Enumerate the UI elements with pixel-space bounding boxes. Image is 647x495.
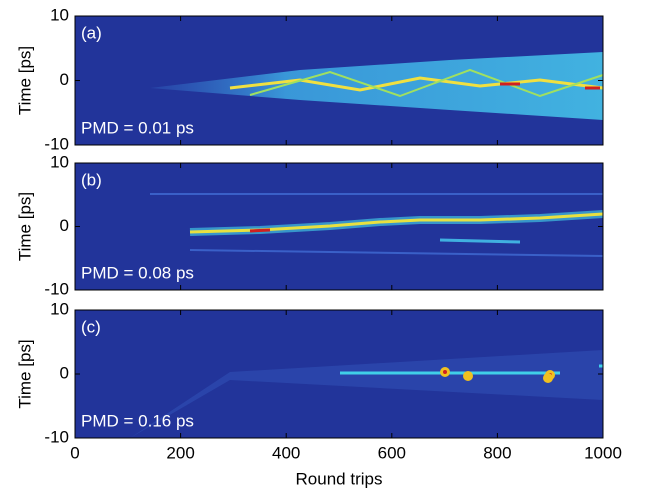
x-tick-label: 1000 xyxy=(584,443,622,462)
y-tick-label: 0 xyxy=(60,216,69,235)
heatmap-c xyxy=(75,310,603,438)
x-tick-label: 0 xyxy=(70,443,79,462)
y-axis-label: Time [ps] xyxy=(15,339,34,408)
x-tick-label: 200 xyxy=(166,443,194,462)
annotation: PMD = 0.01 ps xyxy=(81,118,194,137)
y-tick-label: 10 xyxy=(50,299,69,318)
y-tick-label: 0 xyxy=(60,70,69,89)
x-tick-label: 600 xyxy=(378,443,406,462)
panel-label: (b) xyxy=(81,170,102,189)
y-tick-label: 0 xyxy=(60,363,69,382)
y-tick-label: -10 xyxy=(44,279,69,298)
annotation: PMD = 0.08 ps xyxy=(81,263,194,282)
x-tick-label: 400 xyxy=(272,443,300,462)
y-axis-label: Time [ps] xyxy=(15,46,34,115)
y-tick-label: 10 xyxy=(50,5,69,24)
y-tick-label: -10 xyxy=(44,134,69,153)
x-tick-label: 800 xyxy=(483,443,511,462)
annotation: PMD = 0.16 ps xyxy=(81,411,194,430)
heatmap-a xyxy=(75,16,604,145)
panel-label: (a) xyxy=(81,23,102,42)
y-tick-label: -10 xyxy=(44,427,69,446)
panel-label: (c) xyxy=(81,317,101,336)
y-axis-label: Time [ps] xyxy=(15,192,34,261)
heatmap-b xyxy=(75,163,604,290)
y-tick-label: 10 xyxy=(50,152,69,171)
x-axis-label: Round trips xyxy=(296,469,383,488)
